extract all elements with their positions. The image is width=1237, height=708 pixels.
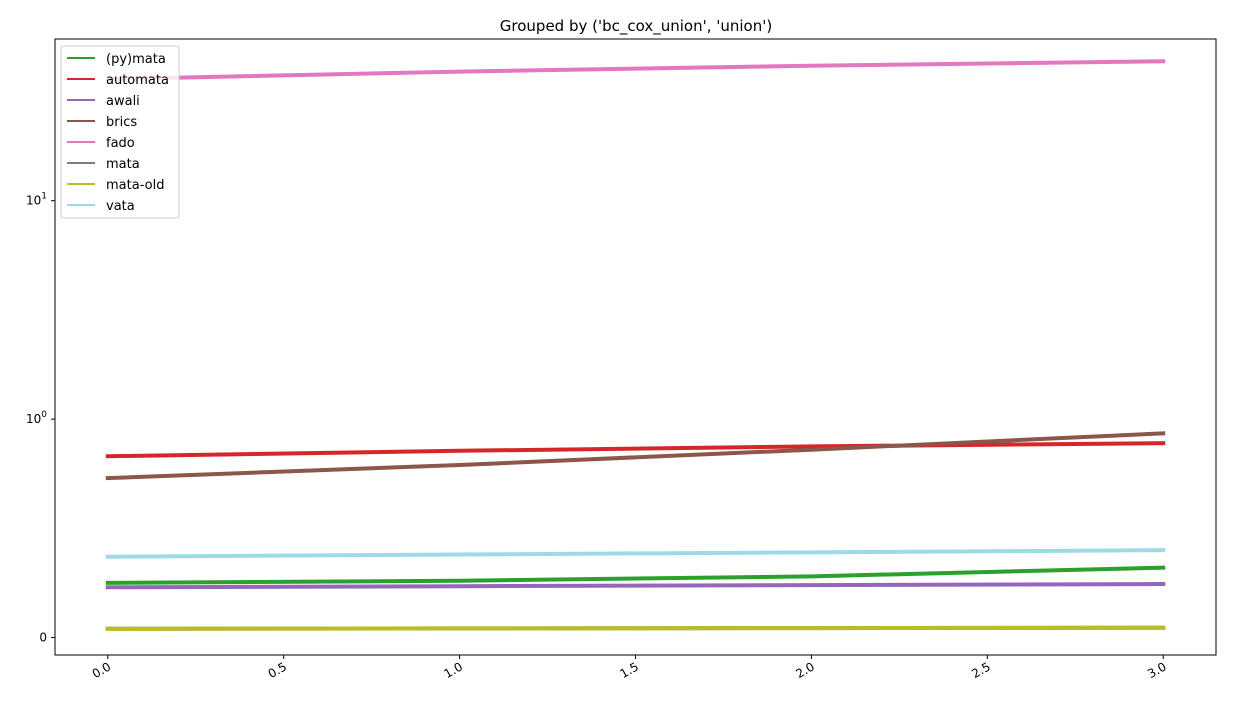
series-line-7 (105, 548, 1166, 559)
y-tick-label: 100 (26, 410, 47, 426)
y-tick-label: 101 (26, 192, 47, 208)
legend-label: brics (106, 115, 137, 130)
chart-title: Grouped by ('bc_cox_union', 'union') (500, 17, 772, 36)
legend-label: automata (106, 73, 169, 88)
series-line-1 (105, 441, 1166, 459)
x-tick-label: 1.0 (442, 659, 466, 681)
y-tick-label: 0 (39, 631, 47, 645)
legend: (py)mata automata awali brics fado mata mata-o… (60, 45, 180, 219)
legend-label: awali (106, 94, 140, 109)
x-axis: 0.0 0.5 1.0 1.5 2.0 2.5 3.0 (90, 655, 1169, 681)
x-tick-label: 0.5 (266, 659, 290, 681)
legend-label: fado (106, 136, 135, 151)
legend-label: vata (106, 199, 135, 214)
series-layer (105, 59, 1166, 631)
series-line-2 (105, 582, 1166, 590)
x-tick-label: 3.0 (1145, 659, 1169, 681)
series-line-6 (105, 625, 1166, 631)
x-tick-label: 0.0 (90, 659, 114, 681)
series-line-0 (105, 565, 1166, 585)
y-axis: 0 100 101 (26, 192, 55, 645)
x-tick-label: 1.5 (617, 659, 641, 681)
legend-label: mata (106, 157, 140, 172)
plot-area (54, 38, 1217, 656)
series-line-3 (105, 431, 1166, 481)
legend-label: (py)mata (106, 52, 166, 67)
x-tick-label: 2.0 (793, 659, 817, 681)
series-line-4 (105, 59, 1166, 82)
legend-label: mata-old (106, 178, 164, 193)
x-tick-label: 2.5 (969, 659, 993, 681)
legend-box (60, 45, 180, 219)
